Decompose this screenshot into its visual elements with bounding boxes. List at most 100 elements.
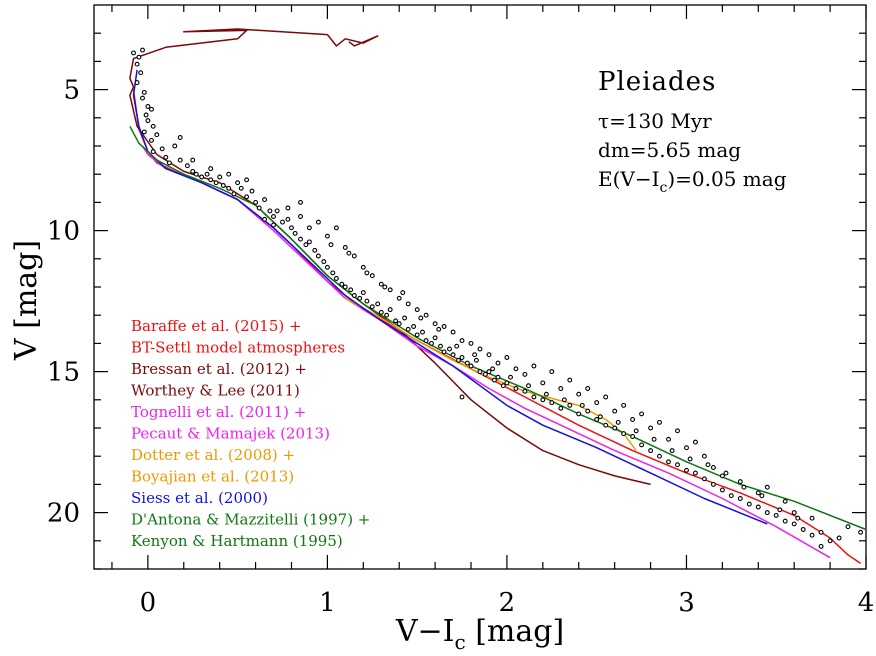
data-point [342,245,348,250]
data-point [436,326,442,332]
data-point [657,419,662,425]
legend-entry-6: D'Antona & Mazzitelli (1997) + [131,511,370,529]
data-point [687,456,693,462]
data-point [143,112,149,118]
data-point [701,476,707,482]
data-point [244,177,250,183]
data-point [384,312,390,318]
data-point [791,521,797,527]
data-point [543,391,549,397]
data-point [238,185,244,191]
data-point [567,402,573,408]
data-point [357,295,363,301]
legend-entry-4: Boyajian et al. (2013) [131,468,294,486]
data-point [339,281,345,287]
data-point [809,515,815,521]
data-point [423,338,429,344]
data-point [226,171,232,177]
data-point [666,436,671,442]
data-point [540,397,546,403]
data-point [166,160,172,166]
data-point [154,132,160,138]
data-point [468,363,474,369]
series-layer [129,28,867,565]
data-point [136,54,142,60]
x-axis-title: V−Ic [mag] [395,614,564,654]
data-point [298,199,303,205]
data-point [369,304,375,310]
data-point [360,290,366,296]
data-point [134,80,140,86]
data-point [396,295,402,301]
data-point [827,538,833,544]
data-point [159,146,165,152]
data-point [764,510,770,516]
data-point [298,214,303,219]
data-point [199,174,205,180]
data-point [172,143,178,149]
data-point [473,357,479,363]
data-point [791,510,797,516]
data-point [464,360,470,366]
data-point [285,205,291,211]
legend-entry-1: Baraffe et al. (2015) + [131,317,302,335]
data-point [267,208,273,214]
data-point [651,436,657,442]
data-point [441,349,447,355]
data-point [450,329,456,335]
data-point [333,225,339,231]
data-point [675,462,680,468]
data-point [217,174,223,180]
data-point [818,543,824,549]
data-point [134,61,140,67]
data-point [429,340,434,346]
data-point [405,301,411,307]
data-point [364,270,370,276]
y-tick-label: 10 [47,217,80,247]
y-tick-label: 20 [47,499,80,529]
data-point [728,493,734,499]
data-point [719,473,725,479]
data-point [423,312,429,318]
data-point [531,363,537,369]
data-point [213,180,219,186]
data-point [418,315,424,321]
data-point [184,163,190,169]
data-point [477,369,483,375]
data-point [603,422,609,428]
data-point [522,388,528,394]
data-point [375,301,381,307]
data-point [163,154,169,160]
data-point [298,236,303,242]
x-tick-label: 0 [140,588,157,618]
data-point [723,470,729,476]
data-point [597,414,603,420]
isochrone-line-7 [129,125,867,531]
data-point [764,484,770,490]
data-point [420,329,425,335]
data-point [459,394,465,400]
data-point [324,264,330,270]
data-point [360,264,366,270]
data-point [414,307,420,313]
data-point [140,95,145,101]
data-point [262,216,268,222]
data-point [500,383,506,389]
data-point [585,386,591,391]
data-point [432,335,438,341]
data-point [746,501,752,507]
data-point [364,298,370,304]
data-point [411,324,417,329]
data-point [513,366,519,372]
data-point [576,411,582,417]
data-point [508,374,513,380]
data-point [351,253,357,259]
data-point [504,380,510,386]
data-point [755,490,761,496]
data-point [447,346,452,352]
data-point [705,462,711,468]
data-point [737,496,743,501]
data-point [858,529,864,535]
data-point [491,377,497,383]
